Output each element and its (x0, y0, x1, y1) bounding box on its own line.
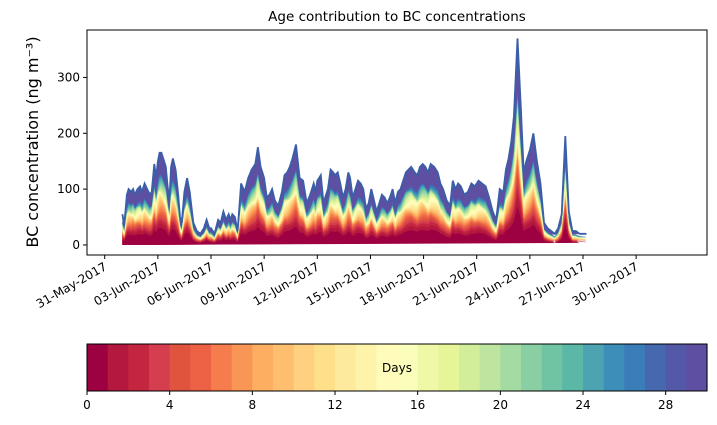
colorbar-segment-8 (252, 344, 274, 391)
y-axis: 0 100 200 300 (57, 70, 87, 252)
age-layer-29 (122, 38, 587, 246)
colorbar-segment-0 (87, 344, 109, 391)
chart-title: Age contribution to BC concentrations (268, 9, 526, 25)
cb-tick-label-7: 28 (658, 398, 673, 412)
colorbar-segment-16 (417, 344, 439, 391)
y-axis-label: BC concentration (ng m⁻³) (23, 36, 42, 247)
colorbar-segment-19 (479, 344, 501, 391)
cb-tick-label-5: 20 (493, 398, 508, 412)
y-tick-label-0: 0 (72, 238, 80, 252)
colorbar-segment-20 (500, 344, 522, 391)
y-tick-label-1: 100 (57, 182, 80, 196)
colorbar-segment-4 (169, 344, 191, 391)
cb-tick-label-4: 16 (410, 398, 425, 412)
age-layer-1 (122, 195, 587, 245)
colorbar-segment-6 (211, 344, 233, 391)
x-axis: 31-May-201703-Jun-201706-Jun-201709-Jun-… (34, 255, 641, 311)
colorbar-segment-27 (645, 344, 667, 391)
cb-tick-label-6: 24 (575, 398, 590, 412)
colorbar-label: Days (382, 361, 412, 375)
colorbar-segment-24 (583, 344, 605, 391)
total-line (121, 38, 587, 237)
colorbar-segment-3 (149, 344, 171, 391)
cb-tick-label-2: 8 (249, 398, 257, 412)
colorbar-segment-9 (273, 344, 295, 391)
colorbar-segment-7 (231, 344, 253, 391)
colorbar-segment-14 (376, 344, 398, 391)
colorbar-segment-18 (459, 344, 481, 391)
colorbar-frame (86, 343, 708, 392)
plot-frame (86, 29, 708, 256)
colorbar-segment-1 (107, 344, 129, 391)
colorbar-segment-26 (624, 344, 646, 391)
colorbar-ticks: 0 4 8 12 16 20 24 28 (83, 391, 673, 412)
colorbar-segment-11 (314, 344, 336, 391)
age-layer-0 (122, 206, 587, 245)
y-tick-label-2: 200 (57, 126, 80, 140)
colorbar-segment-21 (521, 344, 543, 391)
colorbar-segment-23 (562, 344, 584, 391)
cb-tick-label-1: 4 (166, 398, 174, 412)
colorbar-segment-2 (128, 344, 150, 391)
cb-tick-label-0: 0 (83, 398, 91, 412)
colorbar-segment-17 (438, 344, 460, 391)
colorbar-segment-13 (355, 344, 377, 391)
colorbar-segment-25 (603, 344, 625, 391)
colorbar-segment-12 (335, 344, 357, 391)
colorbar (87, 344, 708, 391)
colorbar-segment-5 (190, 344, 212, 391)
colorbar-segment-22 (541, 344, 563, 391)
colorbar-segment-29 (686, 344, 708, 391)
colorbar-segment-15 (397, 344, 419, 391)
colorbar-segment-10 (293, 344, 315, 391)
colorbar-segment-28 (665, 344, 687, 391)
cb-tick-label-3: 12 (327, 398, 342, 412)
age-layer-2 (122, 186, 587, 245)
y-tick-label-3: 300 (57, 70, 80, 84)
stacked-area-group (121, 38, 587, 246)
